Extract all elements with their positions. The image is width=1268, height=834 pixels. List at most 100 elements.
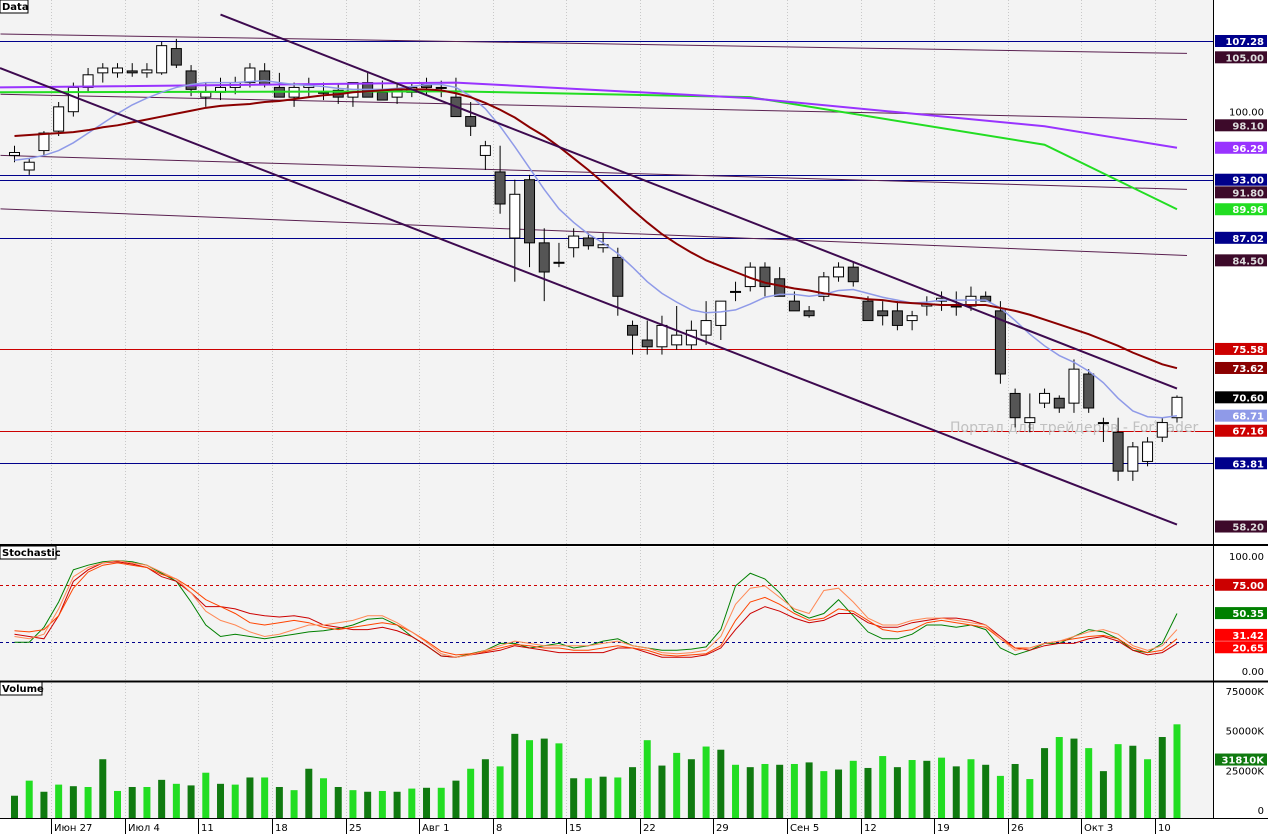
volume-bar — [40, 791, 48, 818]
thin-trend-line — [0, 208, 1188, 256]
value-tag-box — [1215, 203, 1267, 216]
volume-bar — [305, 768, 313, 818]
candle-up — [244, 67, 256, 84]
x-tick-label: Окт 3 — [1084, 823, 1113, 834]
candle-up — [906, 315, 918, 322]
candle-down — [259, 70, 271, 86]
volume-bar — [25, 780, 33, 818]
volume-bar — [584, 778, 592, 818]
value-tag-label: 75.58 — [1232, 345, 1264, 356]
candle-up — [67, 86, 79, 113]
volume-bar — [879, 756, 887, 818]
axes: Июн 27 Июл 4 11 18 25 Авг 1 8 15 22 29 Сен 5 12 19 26… — [51, 108, 1265, 834]
candle-down — [612, 256, 624, 297]
volume-bar — [1041, 748, 1049, 818]
x-tick-label: 29 — [716, 823, 729, 834]
candle-down — [185, 70, 197, 90]
volume-bar — [496, 766, 504, 818]
value-tag-label: 73.62 — [1232, 364, 1264, 375]
x-tick-label: 26 — [1011, 823, 1024, 834]
trend-lines-thin — [0, 33, 1188, 256]
volume-bars — [11, 724, 1181, 818]
value-tag-label: 87.02 — [1232, 234, 1264, 245]
value-tag-label: 67.16 — [1232, 427, 1264, 438]
volume-bar — [835, 769, 843, 818]
volume-bar — [261, 777, 269, 818]
volume-bar — [158, 779, 166, 818]
volume-bar — [599, 776, 607, 818]
volume-bar — [1085, 748, 1093, 818]
volume-bar — [202, 772, 210, 818]
candle-down — [803, 310, 815, 317]
volume-bar — [128, 786, 136, 818]
candle-down — [891, 310, 903, 326]
volume-bar — [467, 768, 475, 818]
volume-bar — [290, 790, 298, 818]
volume-y-tick-label: 25000K — [1226, 766, 1265, 777]
x-tick-label: 15 — [569, 823, 582, 834]
candle-up — [112, 67, 124, 74]
candle-up — [715, 300, 727, 326]
volume-bar — [320, 778, 328, 818]
volume-bar — [938, 757, 946, 818]
value-tag-box — [1215, 753, 1267, 766]
x-tick-label: 10 — [1158, 823, 1171, 834]
value-tag-label: 75.00 — [1232, 581, 1264, 592]
candle-up — [1127, 446, 1139, 472]
x-tick-label: Июл 4 — [128, 823, 160, 834]
value-tag-label: 70.60 — [1232, 393, 1264, 404]
candle-up — [23, 161, 35, 171]
value-tag-box — [1215, 409, 1267, 422]
volume-bar — [658, 765, 666, 818]
candle-down — [376, 91, 388, 101]
x-tick-label: 22 — [643, 823, 656, 834]
candle-up — [833, 266, 845, 278]
candle-down — [126, 70, 138, 74]
channel-lower-line — [0, 67, 1178, 526]
price-title-box — [0, 0, 29, 14]
ma-fast-line — [14, 79, 1178, 419]
volume-bar — [643, 740, 651, 818]
volume-bar — [1129, 745, 1137, 818]
stochastic-line — [14, 562, 1178, 657]
candle-down — [582, 237, 594, 247]
candle-up — [435, 86, 447, 89]
candle-up — [1039, 392, 1051, 404]
value-tag-box — [1215, 342, 1267, 355]
value-tag-label: 89.96 — [1232, 205, 1264, 216]
value-tag-label: 96.29 — [1232, 144, 1264, 155]
candle-up — [1024, 417, 1036, 424]
volume-bar — [1144, 759, 1152, 818]
candlestick-series — [9, 38, 1183, 481]
value-tag-label: 107.28 — [1225, 37, 1264, 48]
value-tag-box — [1215, 119, 1267, 132]
volume-y-tick-label: 75000K — [1226, 687, 1265, 698]
volume-bar — [1055, 737, 1063, 818]
candle-down — [759, 266, 771, 288]
x-tick-label: 11 — [201, 823, 214, 834]
volume-bar — [687, 759, 695, 818]
candle-up — [1156, 422, 1168, 438]
volume-bar — [393, 791, 401, 818]
candle-down — [788, 300, 800, 312]
volume-bar — [805, 762, 813, 818]
stochastic-title-box — [0, 545, 57, 560]
volume-title-box — [0, 681, 43, 696]
value-tag-label: 50.35 — [1232, 609, 1264, 620]
volume-bar — [99, 759, 107, 818]
value-tag-box — [1215, 141, 1267, 154]
volume-bar — [761, 763, 769, 818]
volume-bar — [1099, 771, 1107, 818]
candle-up — [479, 145, 491, 156]
volume-bar — [746, 767, 754, 818]
volume-bar — [820, 771, 828, 818]
x-tick-label: 12 — [864, 823, 877, 834]
ma-purple-line — [0, 81, 1178, 149]
candle-down — [1009, 392, 1021, 419]
value-tag-label: 93.00 — [1232, 176, 1264, 187]
volume-bar — [923, 760, 931, 818]
stochastic-line — [14, 560, 1178, 658]
volume-bar — [11, 795, 18, 818]
value-tag-box — [1215, 628, 1267, 641]
value-tag-label: 84.50 — [1232, 256, 1264, 267]
